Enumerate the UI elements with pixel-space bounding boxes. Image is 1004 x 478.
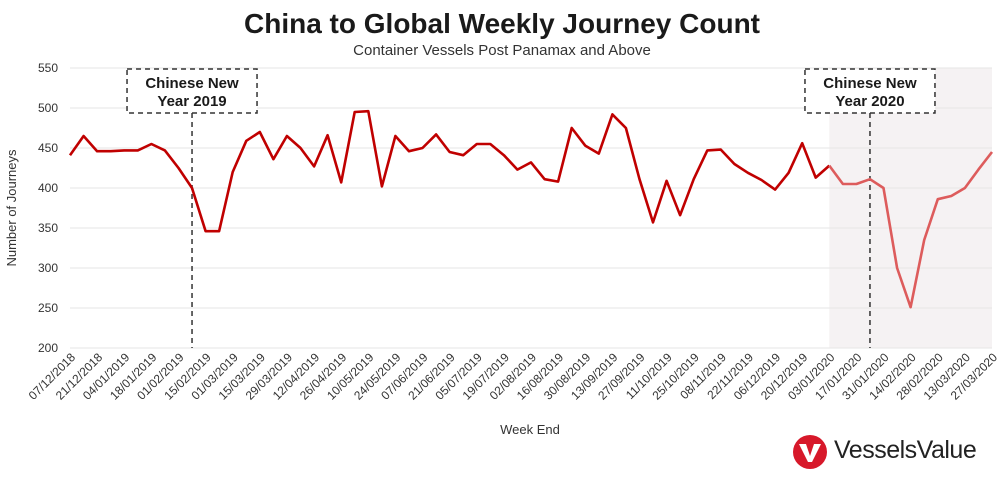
brand-name: VesselsValue: [834, 436, 977, 464]
x-tick-labels: 07/12/201821/12/201804/01/201918/01/2019…: [26, 350, 1001, 403]
chart-title: China to Global Weekly Journey Count: [244, 8, 760, 39]
y-tick-label: 350: [38, 221, 58, 235]
series-line-main: [68, 109, 831, 233]
annotation-label: Year 2019: [157, 93, 226, 110]
y-axis-title: Number of Journeys: [4, 149, 19, 267]
y-tick-labels: 200 250 300 350 400 450 500 550: [38, 61, 58, 355]
y-tick-label: 550: [38, 61, 58, 75]
brand-logo: VesselsValue: [792, 432, 998, 472]
chart-subtitle: Container Vessels Post Panamax and Above: [353, 42, 651, 59]
annotation-label: Chinese New: [145, 75, 239, 92]
annotation-box: [804, 68, 936, 114]
y-tick-label: 300: [38, 261, 58, 275]
y-tick-label: 500: [38, 101, 58, 115]
y-tick-label: 450: [38, 141, 58, 155]
y-tick-label: 200: [38, 341, 58, 355]
vesselsvalue-logo-icon: [793, 435, 827, 469]
annotation-label: Year 2020: [835, 93, 904, 110]
series-lines: [68, 109, 994, 309]
x-axis-title: Week End: [500, 422, 560, 437]
annotation-label: Chinese New: [823, 75, 917, 92]
series-line-recent: [828, 151, 994, 309]
annotation-box: [126, 68, 258, 114]
y-tick-label: 250: [38, 301, 58, 315]
y-tick-label: 400: [38, 181, 58, 195]
